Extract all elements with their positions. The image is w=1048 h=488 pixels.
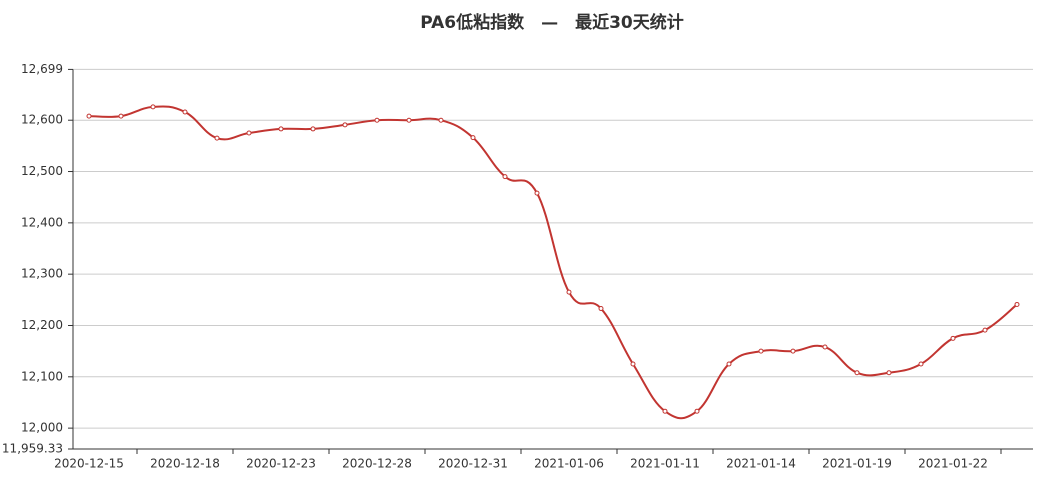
- point: [790, 348, 796, 354]
- y-tick-label: 12,200: [21, 318, 63, 332]
- line: [88, 105, 1018, 420]
- point: [182, 109, 188, 115]
- point: [630, 361, 636, 367]
- x-tick-label: 2020-12-23: [246, 457, 316, 471]
- y-tick-label: 12,100: [21, 369, 63, 383]
- point: [278, 126, 284, 132]
- point: [854, 370, 860, 376]
- point: [214, 135, 220, 141]
- x-tick-label: 2021-01-22: [918, 457, 988, 471]
- point: [694, 408, 700, 414]
- point: [534, 190, 540, 196]
- point: [822, 344, 828, 350]
- point: [726, 361, 732, 367]
- x-tick-label: 2020-12-28: [342, 457, 412, 471]
- point: [406, 117, 412, 123]
- x-tick-label: 2020-12-18: [150, 457, 220, 471]
- chart-title: PA6低粘指数 — 最近30天统计: [420, 12, 684, 33]
- point: [566, 289, 572, 295]
- y-tick-label: 12,300: [21, 267, 63, 281]
- point: [758, 348, 764, 354]
- point: [118, 113, 124, 119]
- point: [662, 408, 668, 414]
- x-tick-label: 2021-01-19: [822, 457, 892, 471]
- point: [1014, 301, 1020, 307]
- y-tick-label: 12,699: [21, 62, 63, 76]
- y-tick-label: 12,000: [21, 421, 63, 435]
- point: [502, 174, 508, 180]
- point: [950, 335, 956, 341]
- y-tick-label: 12,400: [21, 215, 63, 229]
- point: [374, 117, 380, 123]
- point: [438, 117, 444, 123]
- x-tick-label: 2021-01-06: [534, 457, 604, 471]
- point: [886, 370, 892, 376]
- x-tick-label: 2020-12-15: [54, 457, 124, 471]
- y-tick-label: 12,600: [21, 113, 63, 127]
- x-tick-label: 2021-01-14: [726, 457, 796, 471]
- point: [246, 130, 252, 136]
- point: [470, 135, 476, 141]
- point: [918, 361, 924, 367]
- point: [342, 122, 348, 128]
- point: [982, 327, 988, 333]
- point: [598, 306, 604, 312]
- y-tick-label: 11,959.33: [2, 442, 63, 456]
- x-tick-label: 2020-12-31: [438, 457, 508, 471]
- point: [150, 104, 156, 110]
- y-tick-label: 12,500: [21, 164, 63, 178]
- x-tick-label: 2021-01-11: [630, 457, 700, 471]
- point: [86, 113, 92, 119]
- point: [310, 126, 316, 132]
